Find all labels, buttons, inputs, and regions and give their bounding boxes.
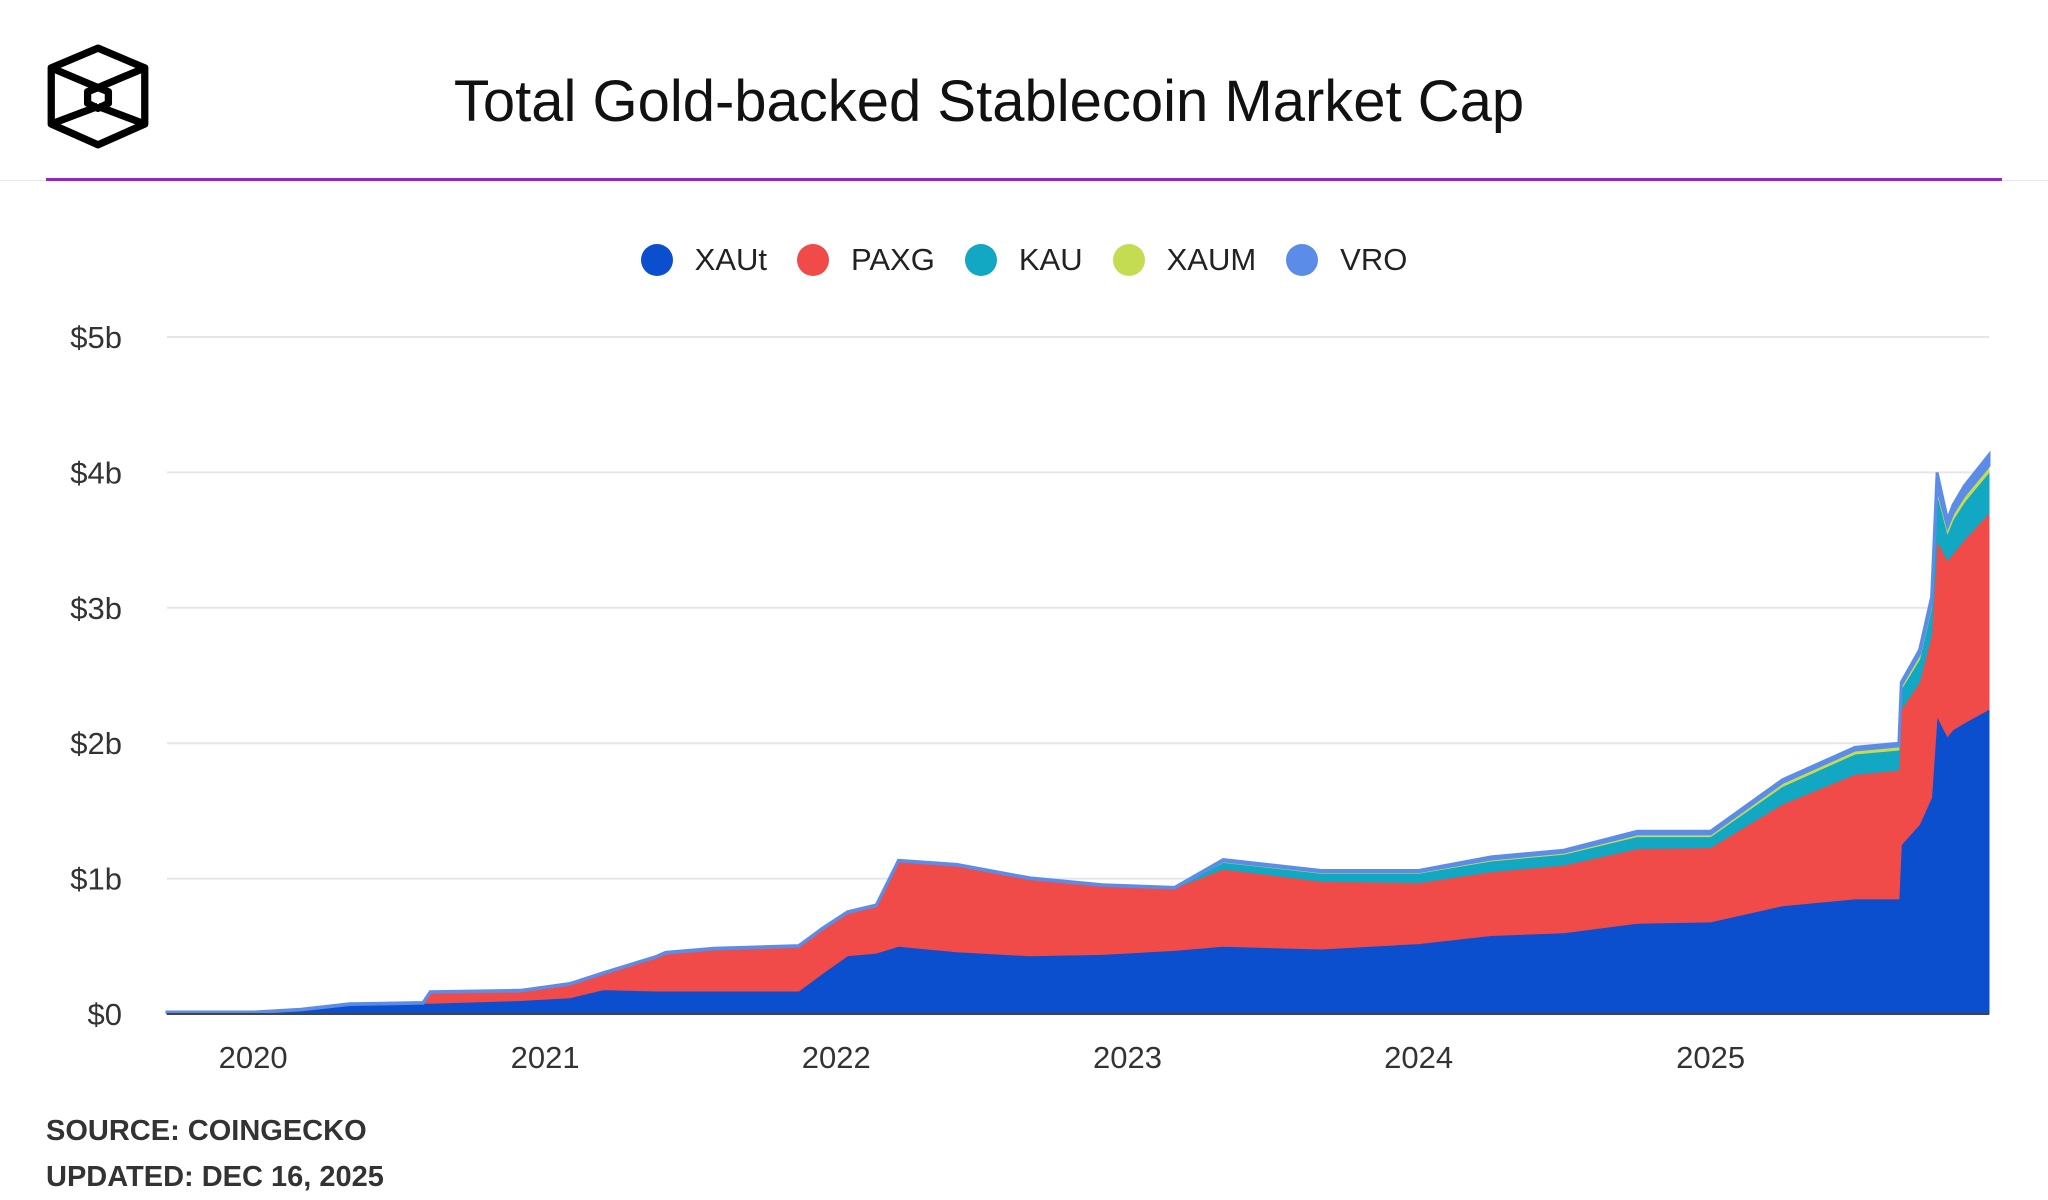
legend-dot-icon bbox=[640, 244, 673, 276]
footer: SOURCE: COINGECKO UPDATED: DEC 16, 2025 bbox=[46, 1108, 384, 1200]
y-tick-label: $0 bbox=[88, 997, 122, 1032]
legend-dot-icon bbox=[797, 244, 829, 276]
legend-label: PAXG bbox=[851, 242, 935, 277]
legend-label: XAUt bbox=[694, 242, 767, 277]
legend-item-paxg[interactable]: PAXG bbox=[797, 242, 935, 278]
x-tick-label: 2021 bbox=[511, 1040, 580, 1075]
x-tick-label: 2020 bbox=[219, 1040, 288, 1075]
x-tick-label: 2024 bbox=[1384, 1040, 1453, 1075]
accent-line bbox=[46, 178, 2002, 181]
y-tick-label: $1b bbox=[70, 862, 122, 897]
legend-item-xaum[interactable]: XAUM bbox=[1112, 242, 1257, 278]
legend-dot-icon bbox=[1112, 244, 1145, 276]
area-series-vro bbox=[165, 450, 1991, 1015]
logo-cube-icon bbox=[47, 44, 149, 149]
y-tick-label: $3b bbox=[70, 591, 122, 626]
legend-item-vro[interactable]: VRO bbox=[1286, 242, 1407, 278]
legend-dot-icon bbox=[1286, 244, 1319, 276]
x-tick-label: 2022 bbox=[802, 1040, 871, 1075]
y-tick-label: $5b bbox=[70, 320, 122, 355]
x-tick-label: 2023 bbox=[1093, 1040, 1162, 1075]
y-tick-label: $4b bbox=[70, 455, 122, 490]
legend-dot-icon bbox=[964, 244, 997, 276]
legend: XAUt PAXG KAU XAUM VRO bbox=[0, 242, 2048, 278]
x-tick-label: 2025 bbox=[1676, 1040, 1745, 1075]
source-note: SOURCE: COINGECKO bbox=[46, 1115, 367, 1147]
updated-note: UPDATED: DEC 16, 2025 bbox=[46, 1161, 384, 1193]
legend-item-kau[interactable]: KAU bbox=[964, 242, 1083, 278]
legend-item-xaut[interactable]: XAUt bbox=[640, 242, 767, 278]
legend-label: VRO bbox=[1340, 242, 1408, 277]
legend-label: XAUM bbox=[1166, 242, 1257, 277]
legend-label: KAU bbox=[1018, 242, 1083, 277]
chart-title: Total Gold-backed Stablecoin Market Cap bbox=[453, 69, 1525, 134]
y-tick-label: $2b bbox=[70, 726, 122, 761]
